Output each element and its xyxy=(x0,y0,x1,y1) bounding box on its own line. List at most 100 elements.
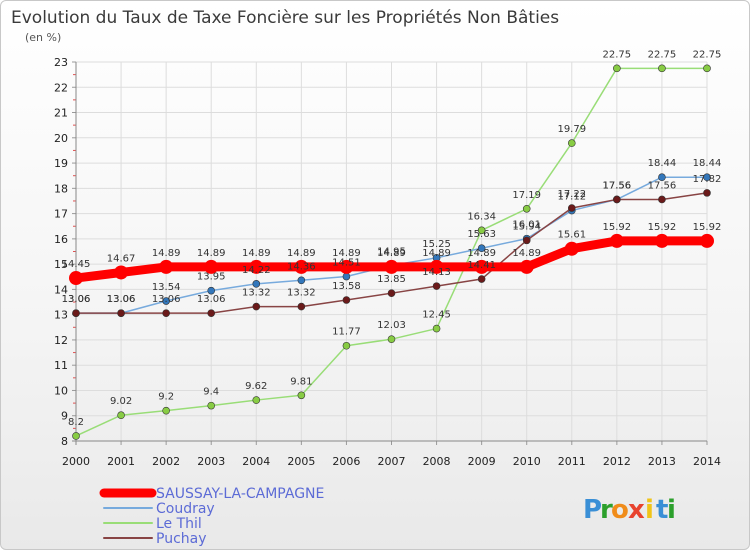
data-label-coudray: 15.63 xyxy=(467,229,496,240)
data-point-saussay-la-campagne xyxy=(159,259,174,274)
data-label-saussay-la-campagne: 14.89 xyxy=(377,248,406,259)
data-point-coudray xyxy=(342,272,351,281)
data-label-puchay: 13.06 xyxy=(62,294,91,305)
y-tick-label: 8 xyxy=(61,435,68,448)
data-label-puchay: 13.06 xyxy=(197,294,226,305)
data-label-coudray: 14.51 xyxy=(332,258,361,269)
x-tick-label: 2002 xyxy=(152,455,180,468)
data-label-le-thil: 16.34 xyxy=(467,211,496,222)
logo-letter: x xyxy=(628,495,645,525)
y-tick-label: 22 xyxy=(54,81,68,94)
data-point-puchay xyxy=(72,309,80,317)
data-label-coudray: 13.54 xyxy=(152,282,181,293)
data-point-coudray xyxy=(297,276,306,285)
legend-label-saussay-la-campagne: SAUSSAY-LA-CAMPAGNE xyxy=(156,486,324,502)
data-label-puchay: 17.22 xyxy=(557,189,586,200)
data-point-puchay xyxy=(117,309,125,317)
data-point-le-thil xyxy=(387,335,396,343)
data-label-saussay-la-campagne: 14.89 xyxy=(422,248,451,259)
y-tick-label: 14 xyxy=(54,283,68,296)
data-point-le-thil xyxy=(297,391,306,400)
data-point-puchay xyxy=(342,296,351,304)
data-label-saussay-la-campagne: 14.45 xyxy=(62,259,91,270)
chart-subtitle: (en %) xyxy=(25,31,61,44)
data-label-le-thil: 8.2 xyxy=(68,417,84,428)
data-label-saussay-la-campagne: 14.89 xyxy=(197,248,226,259)
y-tick-label: 16 xyxy=(54,233,68,246)
logo-letter: i xyxy=(667,495,676,525)
y-tick-label: 10 xyxy=(54,384,68,397)
data-point-puchay xyxy=(703,189,711,197)
data-label-puchay: 17.56 xyxy=(648,180,677,191)
data-label-le-thil: 9.02 xyxy=(110,396,132,407)
data-label-saussay-la-campagne: 14.89 xyxy=(287,248,316,259)
logo-letter: o xyxy=(611,495,629,525)
data-label-puchay: 17.56 xyxy=(603,180,632,191)
data-label-coudray: 13.06 xyxy=(62,294,91,305)
y-tick-label: 19 xyxy=(54,157,68,170)
data-point-coudray xyxy=(703,173,711,182)
data-point-saussay-la-campagne xyxy=(519,259,534,274)
data-label-le-thil: 9.4 xyxy=(203,387,219,398)
data-labels: 8.2 9.02 9.2 9.4 9.62 9.81 11.77 12.03 12.45 16.3… xyxy=(62,49,722,428)
data-point-le-thil xyxy=(117,411,125,420)
data-point-le-thil xyxy=(477,226,486,235)
data-point-puchay xyxy=(207,309,216,317)
x-tick-label: 2004 xyxy=(242,455,270,468)
data-label-coudray: 18.44 xyxy=(693,158,722,169)
data-point-le-thil xyxy=(432,324,441,333)
y-tick-label: 11 xyxy=(54,359,68,372)
data-label-saussay-la-campagne: 14.89 xyxy=(152,248,181,259)
data-point-saussay-la-campagne xyxy=(339,259,354,274)
x-tick-label: 2012 xyxy=(603,455,631,468)
data-point-saussay-la-campagne xyxy=(384,259,399,274)
y-tick-label: 12 xyxy=(54,334,68,347)
data-label-le-thil: 9.81 xyxy=(290,376,312,387)
data-label-puchay: 13.85 xyxy=(377,274,406,285)
data-label-puchay: 13.58 xyxy=(332,281,361,292)
logo-letter: t xyxy=(656,495,668,525)
x-tick-label: 2009 xyxy=(468,455,496,468)
logo-letter: r xyxy=(600,495,613,525)
data-label-saussay-la-campagne: 14.89 xyxy=(332,248,361,259)
data-label-coudray: 17.12 xyxy=(557,192,586,203)
data-point-le-thil xyxy=(703,64,711,73)
data-label-le-thil: 12.45 xyxy=(422,310,451,321)
legend-label-puchay: Puchay xyxy=(156,531,207,547)
data-label-le-thil: 22.75 xyxy=(603,49,632,60)
data-label-puchay: 15.94 xyxy=(512,221,541,232)
x-tick-label: 2010 xyxy=(513,455,541,468)
y-tick-label: 13 xyxy=(54,309,68,322)
data-label-puchay: 14.13 xyxy=(422,267,451,278)
data-label-saussay-la-campagne: 14.89 xyxy=(242,248,271,259)
data-label-puchay: 14.41 xyxy=(467,260,496,271)
data-point-puchay xyxy=(567,204,576,212)
data-label-saussay-la-campagne: 14.89 xyxy=(512,248,541,259)
data-point-coudray xyxy=(252,280,261,288)
x-tick-label: 2006 xyxy=(332,455,360,468)
data-point-saussay-la-campagne xyxy=(609,233,624,248)
data-point-coudray xyxy=(477,244,486,253)
chart-title: Evolution du Taux de Taxe Foncière sur l… xyxy=(11,8,559,28)
data-point-le-thil xyxy=(207,401,216,410)
y-tick-label: 20 xyxy=(54,132,68,145)
data-label-coudray: 14.22 xyxy=(242,265,271,276)
y-tick-label: 9 xyxy=(61,410,68,423)
y-tick-label: 18 xyxy=(54,182,68,195)
data-label-coudray: 17.56 xyxy=(603,180,632,191)
data-label-le-thil: 9.2 xyxy=(158,392,174,403)
data-point-saussay-la-campagne xyxy=(204,259,219,274)
data-label-coudray: 13.95 xyxy=(197,272,226,283)
logo-letter: P xyxy=(583,495,602,525)
data-label-coudray: 16.01 xyxy=(512,220,541,231)
x-tick-label: 2003 xyxy=(197,455,225,468)
series-lines xyxy=(69,64,714,440)
data-label-le-thil: 12.03 xyxy=(377,320,406,331)
data-label-le-thil: 19.79 xyxy=(557,124,586,135)
x-tick-label: 2008 xyxy=(423,455,451,468)
axes: 8 9 10 11 12 13 14 15 16 17 18 19 20 21 22 23 2000 2001 20… xyxy=(54,56,721,468)
y-tick-label: 21 xyxy=(54,107,68,120)
data-label-saussay-la-campagne: 15.92 xyxy=(693,222,722,233)
data-point-le-thil xyxy=(522,204,531,213)
data-label-puchay: 17.82 xyxy=(693,174,722,185)
